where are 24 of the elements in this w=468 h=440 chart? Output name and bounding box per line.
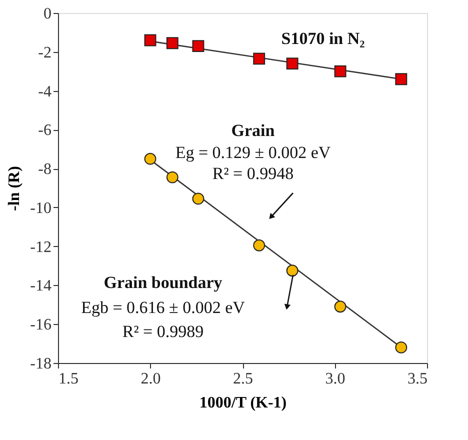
y-tick-label: -8: [38, 161, 52, 178]
y-tick-label: -2: [38, 44, 52, 62]
annotation: Grain boundary: [104, 273, 223, 292]
annotation: Grain: [231, 121, 276, 140]
x-tick-label: 3.5: [408, 370, 428, 388]
annotation: R² = 0.9948: [212, 164, 294, 183]
y-tick-label: -4: [38, 83, 52, 100]
y-axis-title: -ln (R): [6, 166, 24, 211]
annotation: S1070 in N₂: [281, 29, 365, 48]
x-tick-label: 2.0: [140, 370, 161, 388]
x-axis-title: 1000/T (K-1): [199, 394, 287, 412]
annotation: Egb = 0.616 ± 0.002 eV: [81, 298, 246, 317]
y-tick-label: -12: [30, 238, 52, 256]
y-tick-label: -10: [30, 200, 52, 217]
y-tick-label: -6: [38, 122, 52, 140]
annotation: R² = 0.9989: [122, 322, 204, 341]
x-tick-label: 2.5: [233, 370, 253, 388]
x-tick-label: 3.0: [325, 370, 346, 388]
y-tick-label: 0: [44, 6, 52, 22]
y-tick-label: -14: [30, 278, 52, 295]
y-tick-label: -16: [30, 316, 52, 334]
y-tick-label: -18: [30, 356, 52, 372]
annotation: Eg = 0.129 ± 0.002 eV: [175, 143, 332, 162]
x-tick-label: 1.5: [58, 370, 78, 388]
